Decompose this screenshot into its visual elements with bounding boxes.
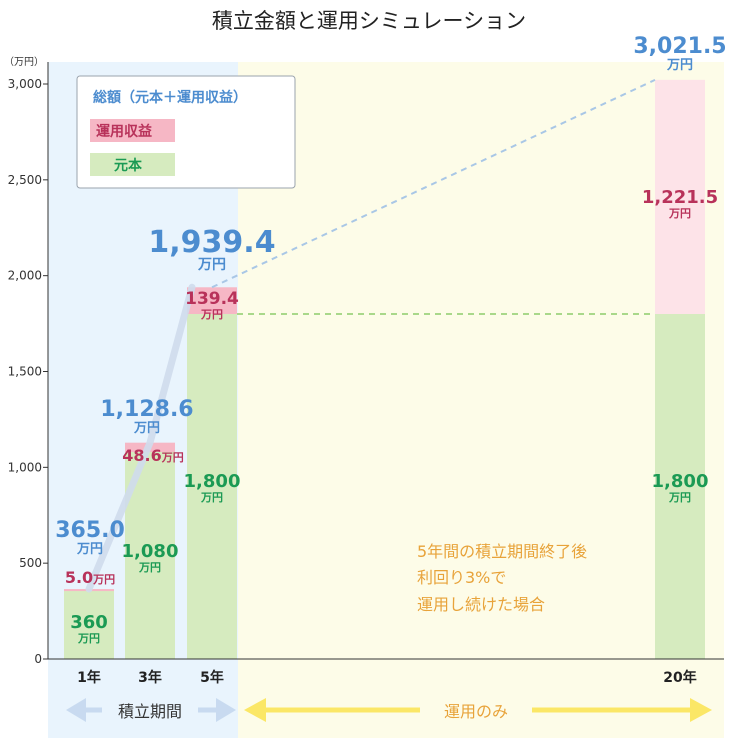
total-3yr-unit: 万円	[133, 421, 160, 436]
return-3yr-unit: 万円	[161, 451, 184, 464]
period-accumulation: 積立期間	[66, 698, 236, 722]
growth-trend-line	[85, 283, 196, 593]
principal-20yr-unit: 万円	[668, 491, 691, 504]
bar-principal	[64, 590, 114, 659]
return-5yr-value: 139.4	[185, 289, 239, 309]
total-5yr-unit: 万円	[197, 257, 226, 273]
legend-swatch-principal	[90, 153, 175, 176]
bar-return	[655, 79, 705, 314]
total-1yr-unit: 万円	[76, 542, 103, 557]
accumulation-label: 積立期間	[118, 702, 182, 721]
accumulation-label-bg	[102, 698, 198, 722]
annotation-line-3: 運用し続けた場合	[417, 595, 545, 614]
return-5yr-unit: 万円	[200, 308, 223, 321]
y-tick-label: 500	[19, 556, 42, 570]
return-3yr-value: 48.6万円	[122, 446, 183, 465]
legend: 総額（元本＋運用収益） 運用収益 元本	[76, 75, 296, 189]
legend-total-label: 総額（元本＋運用収益）	[93, 89, 247, 106]
investment-label: 運用のみ	[444, 702, 508, 721]
principal-3yr-value: 1,080	[122, 541, 179, 562]
principal-5yr-unit: 万円	[200, 491, 223, 504]
accumulation-arrow-left-head	[66, 698, 86, 722]
investment-arrow-left-head	[244, 698, 266, 722]
legend-swatch-return	[90, 119, 175, 142]
annotation: 5年間の積立期間終了後 利回り3%で 運用し続けた場合	[417, 542, 587, 614]
x-tick-label: 5年	[200, 669, 224, 686]
y-tick-label: 1,500	[8, 365, 42, 379]
principal-1yr-value: 360	[70, 612, 108, 633]
total-5yr-value: 1,939.4	[148, 225, 275, 260]
bar-principal	[655, 314, 705, 659]
annotation-line-1: 5年間の積立期間終了後	[417, 542, 587, 561]
accumulation-arrow-right-head	[216, 698, 236, 722]
bar-principal	[187, 314, 237, 659]
principal-20yr-value: 1,800	[652, 471, 709, 492]
return-20yr-unit: 万円	[668, 207, 691, 220]
total-3yr-value: 1,128.6	[100, 397, 193, 422]
return-1yr-value: 5.0万円	[65, 568, 115, 587]
y-tick-label: 2,000	[8, 269, 42, 283]
y-axis-ticks: 0 500 1,000 1,500 2,000 2,500 3,000	[8, 77, 48, 666]
return-1yr-unit: 万円	[92, 573, 115, 586]
investment-arrow-right-head	[690, 698, 712, 722]
x-tick-label: 20年	[663, 669, 696, 686]
x-tick-label: 3年	[138, 669, 162, 686]
legend-principal-label: 元本	[114, 157, 143, 174]
total-1yr-value: 365.0	[55, 518, 125, 543]
x-axis-labels: 1年 3年 5年 20年	[77, 669, 697, 686]
y-tick-label: 3,000	[8, 77, 42, 91]
chart-title: 積立金額と運用シミュレーション	[212, 9, 526, 33]
x-tick-label: 1年	[77, 669, 101, 686]
trend-lines	[85, 78, 656, 593]
projection-total-line	[211, 78, 656, 289]
annotation-line-2: 利回り3%で	[417, 568, 506, 587]
total-20yr-value: 3,021.5	[633, 34, 726, 59]
return-20yr-value: 1,221.5	[642, 187, 718, 208]
total-20yr-unit: 万円	[666, 58, 693, 73]
data-labels: 365.0万円5.0万円360万円1,128.6万円48.6万円1,080万円1…	[55, 34, 726, 645]
principal-5yr-value: 1,800	[184, 471, 241, 492]
y-axis-unit: （万円）	[4, 56, 44, 68]
y-tick-label: 2,500	[8, 173, 42, 187]
period-investment-only: 運用のみ	[244, 698, 712, 722]
bar-return	[187, 287, 237, 314]
principal-3yr-unit: 万円	[138, 561, 161, 574]
investment-label-bg	[420, 698, 532, 722]
period-region-investment-only	[238, 62, 724, 738]
principal-1yr-unit: 万円	[77, 632, 100, 645]
y-tick-label: 1,000	[8, 460, 42, 474]
legend-return-label: 運用収益	[96, 123, 152, 140]
y-tick-label: 0	[34, 652, 42, 666]
